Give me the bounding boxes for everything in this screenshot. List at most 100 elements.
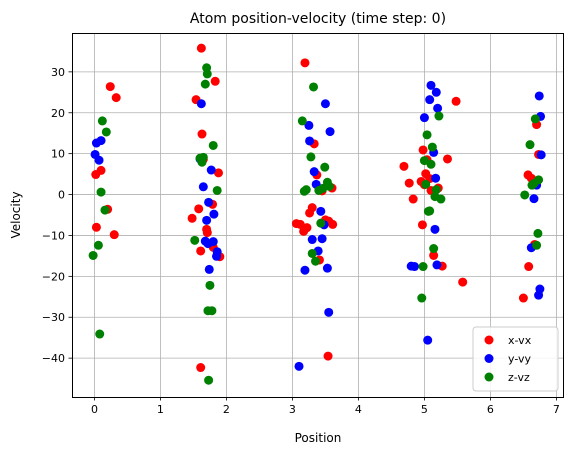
point-y-vy [320,99,330,109]
point-z-vz [204,375,214,385]
y-tick-label: 10 [51,148,65,161]
point-y-vy [208,237,218,247]
point-y-vy [204,264,214,274]
point-z-vz [96,187,106,197]
point-x-vx [429,250,439,260]
point-z-vz [434,111,444,121]
point-z-vz [425,206,435,216]
x-tick-label: 2 [223,403,230,416]
x-tick-label: 0 [91,403,98,416]
point-z-vz [316,218,326,228]
legend-marker-x-vx [484,335,494,345]
point-x-vx [518,293,528,303]
point-z-vz [309,82,319,92]
point-z-vz [190,235,200,245]
x-tick-label: 1 [157,403,164,416]
point-z-vz [208,140,218,150]
point-x-vx [196,246,206,256]
x-tick-label: 5 [421,403,428,416]
legend-marker-z-vz [484,372,494,382]
point-z-vz [324,181,334,191]
y-tick-label: 30 [51,66,65,79]
point-y-vy [307,235,317,245]
point-z-vz [427,142,437,152]
point-z-vz [320,162,330,172]
point-z-vz [205,280,215,290]
point-y-vy [304,120,314,130]
legend-label-z-vz: z-vz [508,371,530,384]
point-x-vx [196,43,206,53]
point-z-vz [417,293,427,303]
point-y-vy [426,80,436,90]
point-z-vz [436,194,446,204]
point-x-vx [197,129,207,139]
x-tick-label: 6 [487,403,494,416]
point-z-vz [198,152,208,162]
legend-label-x-vx: x-vx [508,334,532,347]
point-z-vz [95,329,105,339]
point-y-vy [534,91,544,101]
point-y-vy [410,262,420,272]
legend: x-vx y-vy z-vz [472,326,559,392]
point-z-vz [532,240,542,250]
point-y-vy [425,95,435,105]
point-y-vy [529,194,539,204]
x-tick-label: 3 [289,403,296,416]
point-y-vy [316,206,326,216]
point-z-vz [88,250,98,260]
point-y-vy [317,234,327,244]
point-z-vz [525,140,535,150]
point-z-vz [311,256,321,266]
point-x-vx [524,262,534,272]
point-x-vx [323,351,333,361]
legend-box [472,326,559,392]
point-x-vx [451,96,461,106]
axis-ticks: 0 1 2 3 4 5 6 7 −40 −30 −20 −10 0 10 20 30 [42,66,560,416]
point-y-vy [300,265,310,275]
point-y-vy [419,113,429,123]
point-x-vx [196,363,206,373]
point-y-vy [536,150,546,160]
point-y-vy [423,335,433,345]
point-z-vz [421,179,431,189]
point-y-vy [431,173,441,183]
point-z-vz [212,185,222,195]
point-x-vx [300,58,310,68]
point-x-vx [105,82,115,92]
point-y-vy [294,361,304,371]
point-y-vy [209,209,219,219]
point-y-vy [196,99,206,109]
point-x-vx [418,145,428,155]
point-z-vz [431,185,441,195]
point-x-vx [202,228,212,238]
point-y-vy [94,155,104,165]
point-y-vy [430,224,440,234]
point-x-vx [91,222,101,232]
point-z-vz [101,127,111,137]
point-y-vy [433,103,443,113]
point-z-vz [418,262,428,272]
y-tick-label: 0 [58,189,65,202]
point-x-vx [307,203,317,213]
point-y-vy [212,247,222,257]
point-z-vz [533,228,543,238]
point-z-vz [200,79,210,89]
y-tick-label: 20 [51,107,65,120]
point-x-vx [458,277,468,287]
point-y-vy [322,263,332,273]
legend-marker-y-vy [484,354,494,363]
point-x-vx [328,219,338,229]
point-y-vy [431,87,441,97]
scatter-points [88,43,546,385]
y-tick-label: −20 [42,270,65,283]
point-z-vz [306,152,316,162]
point-z-vz [520,190,530,200]
point-z-vz [419,156,429,166]
legend-label-y-vy: y-vy [508,353,532,366]
point-x-vx [109,230,119,240]
point-y-vy [204,197,214,207]
chart-title: Atom position-velocity (time step: 0) [190,11,446,27]
point-z-vz [422,130,432,140]
point-z-vz [93,240,103,250]
